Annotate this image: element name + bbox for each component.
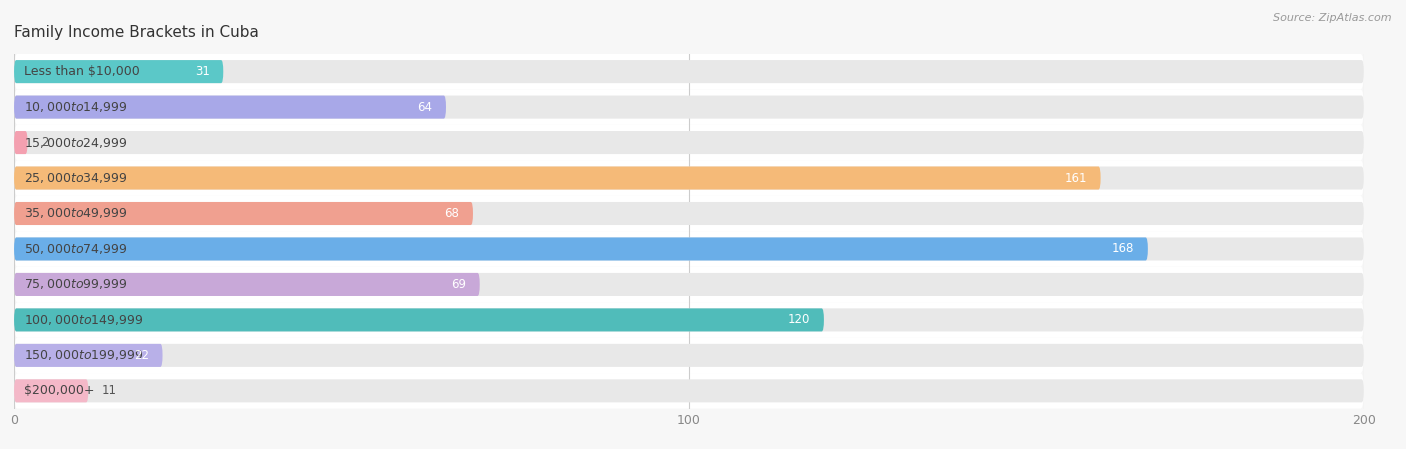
FancyBboxPatch shape [14, 308, 824, 331]
FancyBboxPatch shape [14, 96, 446, 119]
FancyBboxPatch shape [14, 267, 1364, 302]
Text: $75,000 to $99,999: $75,000 to $99,999 [24, 277, 128, 291]
FancyBboxPatch shape [14, 54, 1364, 89]
Text: $10,000 to $14,999: $10,000 to $14,999 [24, 100, 128, 114]
Text: 161: 161 [1064, 172, 1087, 185]
FancyBboxPatch shape [14, 379, 89, 402]
FancyBboxPatch shape [14, 302, 1364, 338]
FancyBboxPatch shape [14, 202, 472, 225]
Text: 22: 22 [134, 349, 149, 362]
FancyBboxPatch shape [14, 196, 1364, 231]
FancyBboxPatch shape [14, 344, 1364, 367]
FancyBboxPatch shape [14, 131, 28, 154]
FancyBboxPatch shape [14, 238, 1147, 260]
FancyBboxPatch shape [14, 231, 1364, 267]
Text: Source: ZipAtlas.com: Source: ZipAtlas.com [1274, 13, 1392, 23]
Text: $15,000 to $24,999: $15,000 to $24,999 [24, 136, 128, 150]
Text: 64: 64 [418, 101, 433, 114]
Text: $200,000+: $200,000+ [24, 384, 94, 397]
FancyBboxPatch shape [14, 96, 1364, 119]
FancyBboxPatch shape [14, 167, 1101, 189]
Text: $25,000 to $34,999: $25,000 to $34,999 [24, 171, 128, 185]
Text: 31: 31 [195, 65, 209, 78]
FancyBboxPatch shape [14, 60, 1364, 83]
Text: Family Income Brackets in Cuba: Family Income Brackets in Cuba [14, 25, 259, 40]
Text: 168: 168 [1112, 242, 1135, 255]
Text: $50,000 to $74,999: $50,000 to $74,999 [24, 242, 128, 256]
Text: $100,000 to $149,999: $100,000 to $149,999 [24, 313, 143, 327]
Text: $150,000 to $199,999: $150,000 to $199,999 [24, 348, 143, 362]
Text: $35,000 to $49,999: $35,000 to $49,999 [24, 207, 128, 220]
FancyBboxPatch shape [14, 89, 1364, 125]
Text: 69: 69 [451, 278, 467, 291]
FancyBboxPatch shape [14, 338, 1364, 373]
FancyBboxPatch shape [14, 379, 1364, 402]
Text: Less than $10,000: Less than $10,000 [24, 65, 141, 78]
FancyBboxPatch shape [14, 273, 1364, 296]
FancyBboxPatch shape [14, 308, 1364, 331]
FancyBboxPatch shape [14, 202, 1364, 225]
FancyBboxPatch shape [14, 160, 1364, 196]
FancyBboxPatch shape [14, 344, 163, 367]
FancyBboxPatch shape [14, 167, 1364, 189]
Text: 68: 68 [444, 207, 460, 220]
FancyBboxPatch shape [14, 125, 1364, 160]
Text: 11: 11 [101, 384, 117, 397]
FancyBboxPatch shape [14, 131, 1364, 154]
FancyBboxPatch shape [14, 238, 1364, 260]
Text: 120: 120 [787, 313, 810, 326]
Text: 2: 2 [41, 136, 49, 149]
FancyBboxPatch shape [14, 373, 1364, 409]
FancyBboxPatch shape [14, 273, 479, 296]
FancyBboxPatch shape [14, 60, 224, 83]
